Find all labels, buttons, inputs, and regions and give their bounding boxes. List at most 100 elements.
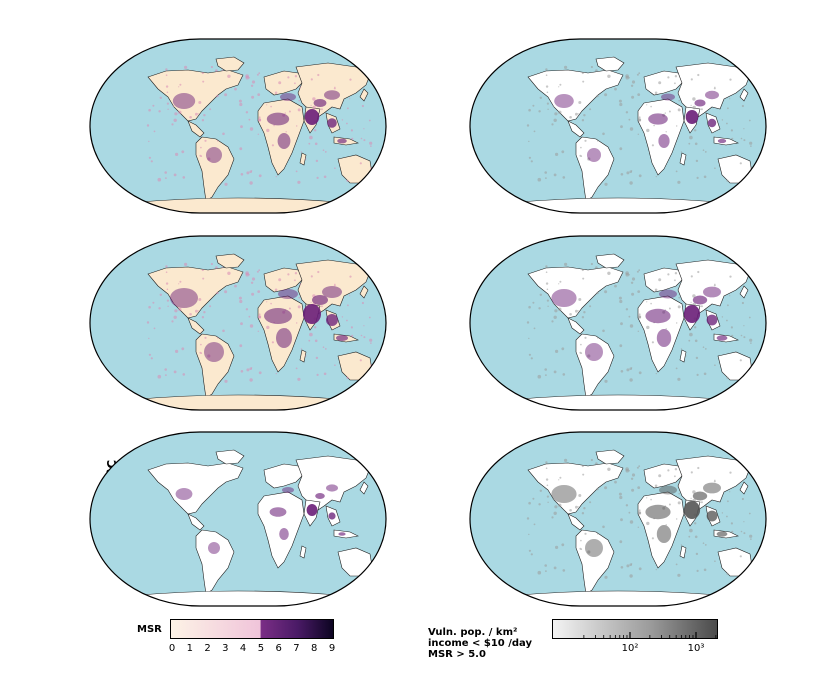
hotspot	[324, 90, 340, 100]
land-northAmerica	[527, 462, 624, 515]
land-greenland	[595, 56, 625, 72]
land-europe	[263, 267, 305, 293]
land-japan	[359, 481, 369, 495]
hotspot	[328, 512, 336, 520]
land-japan	[739, 285, 749, 299]
msr-colorbar-title: MSR	[137, 624, 162, 635]
hotspot	[280, 93, 296, 101]
hotspot	[172, 93, 196, 109]
hotspot	[264, 308, 292, 324]
map-frame	[469, 431, 767, 607]
map-2-0c-vulnerable	[469, 235, 767, 411]
msr-colorbar	[170, 619, 334, 639]
land-europe	[263, 463, 305, 489]
hotspot	[692, 491, 708, 501]
hotspot	[266, 112, 290, 126]
land-madagascar	[679, 349, 687, 363]
hotspot	[278, 289, 298, 299]
map-2-0c-msr	[89, 235, 387, 411]
hotspot	[703, 286, 721, 298]
hotspot	[683, 501, 701, 519]
land-centralAmerica	[567, 513, 585, 531]
hotspot	[175, 488, 193, 500]
land-northAmerica	[527, 69, 624, 122]
hotspot	[716, 335, 728, 341]
map-frame	[89, 235, 387, 411]
vuln-colorbar	[552, 619, 718, 639]
hotspot	[694, 99, 706, 107]
msr-tick-0: 0	[168, 643, 176, 654]
land-northAmerica	[147, 462, 244, 515]
land-southAmerica	[575, 333, 615, 399]
map-diff-msr	[89, 431, 387, 607]
hotspot	[312, 295, 328, 305]
hotspot	[204, 342, 224, 362]
hotspot	[304, 109, 320, 125]
hotspot	[659, 289, 677, 299]
hotspot	[315, 493, 325, 499]
map-1-5c-msr	[89, 38, 387, 214]
msr-tick-7: 7	[293, 643, 300, 654]
land-southAmerica	[195, 333, 235, 399]
land-southAmerica	[195, 529, 235, 595]
land-centralAmerica	[567, 120, 585, 138]
land-greenland	[595, 449, 625, 465]
hotspot	[337, 138, 347, 144]
hotspot	[313, 99, 327, 107]
hotspot	[170, 288, 198, 308]
hotspot	[277, 133, 291, 149]
land-greenland	[215, 253, 245, 269]
hotspot	[327, 118, 337, 128]
msr-tick-1: 1	[186, 643, 193, 654]
land-centralAmerica	[187, 317, 205, 335]
land-nz	[753, 381, 761, 393]
hotspot	[303, 304, 321, 324]
land-japan	[739, 481, 749, 495]
msr-tick-5: 5	[257, 643, 265, 654]
land-madagascar	[299, 545, 307, 559]
vuln-label-line-3: MSR > 5.0	[428, 649, 486, 660]
land-nz	[753, 577, 761, 589]
hotspot	[269, 507, 287, 517]
hotspot	[554, 94, 574, 108]
map-frame	[89, 38, 387, 214]
land-northAmerica	[147, 69, 244, 122]
hotspot	[585, 343, 603, 361]
land-greenland	[215, 449, 245, 465]
land-southAmerica	[575, 529, 615, 595]
vuln-label-line-2: income < $10 /day	[428, 638, 533, 649]
hotspot	[716, 531, 728, 537]
land-europe	[643, 70, 685, 96]
hotspot	[707, 118, 717, 128]
land-northAmerica	[527, 266, 624, 319]
hotspot	[551, 289, 577, 307]
hotspot	[658, 134, 670, 148]
msr-tick-8: 8	[311, 643, 318, 654]
hotspot	[692, 295, 708, 305]
land-centralAmerica	[567, 317, 585, 335]
map-1-5c-vulnerable	[469, 38, 767, 214]
land-japan	[739, 88, 749, 102]
vuln-label-line-1: Vuln. pop. / km²	[428, 627, 518, 638]
land-madagascar	[679, 545, 687, 559]
land-japan	[359, 285, 369, 299]
hotspot	[648, 113, 668, 125]
hotspot	[282, 487, 294, 493]
map-frame	[469, 38, 767, 214]
hotspot	[706, 510, 718, 522]
land-nz	[753, 184, 761, 196]
land-madagascar	[299, 152, 307, 166]
hotspot	[645, 504, 671, 520]
hotspot	[276, 328, 292, 348]
vuln-tick-1000: 10³	[687, 643, 705, 654]
hotspot	[336, 335, 348, 341]
msr-tick-2: 2	[204, 643, 211, 654]
land-southAmerica	[195, 136, 235, 202]
map-frame	[89, 431, 387, 607]
msr-tick-4: 4	[239, 643, 247, 654]
land-europe	[263, 70, 305, 96]
land-centralAmerica	[187, 513, 205, 531]
hotspot	[717, 138, 727, 144]
hotspot	[279, 528, 289, 540]
hotspot	[206, 147, 222, 163]
